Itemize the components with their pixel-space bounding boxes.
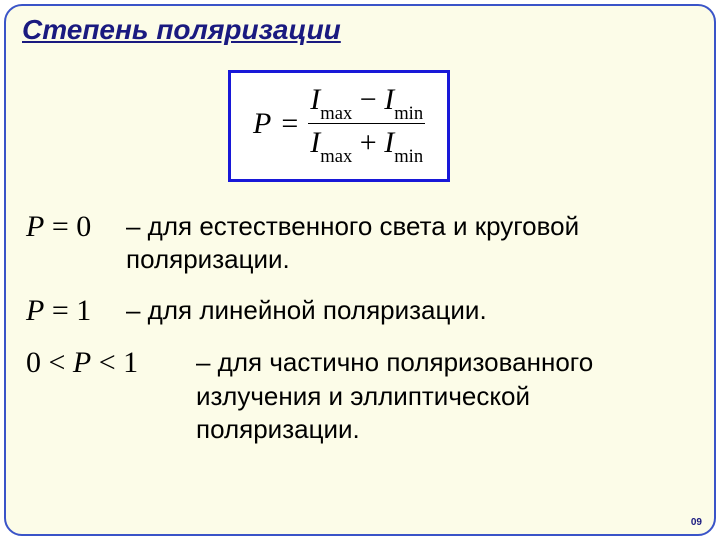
var-I: I: [384, 83, 394, 116]
formula-box: P = Imax − Imin Imax + Imin: [228, 70, 450, 182]
var-I: I: [310, 126, 320, 159]
sub-max: max: [320, 103, 352, 124]
equals-sign: =: [281, 107, 298, 141]
sub-min: min: [394, 146, 423, 167]
inequality-right: < 1: [91, 346, 138, 379]
slide-title: Степень поляризации: [22, 14, 694, 46]
var-P: P: [26, 294, 44, 327]
equals-text: =: [44, 294, 76, 327]
condition-2: P = 1: [26, 294, 114, 328]
fraction-denominator: Imax + Imin: [308, 123, 425, 164]
sub-min: min: [394, 103, 423, 124]
var-I: I: [310, 83, 320, 116]
minus-sign: −: [360, 83, 377, 116]
condition-1: P = 0: [26, 210, 114, 244]
condition-3: 0 < P < 1: [26, 346, 184, 380]
formula-lhs: P: [253, 107, 271, 141]
polarization-formula: P = Imax − Imin Imax + Imin: [253, 83, 425, 165]
var-P: P: [253, 107, 271, 140]
inequality-left: 0 <: [26, 346, 73, 379]
var-P: P: [73, 346, 91, 379]
var-P: P: [26, 210, 44, 243]
formula-fraction: Imax − Imin Imax + Imin: [308, 83, 425, 165]
condition-row-3: 0 < P < 1 – для частично поляризованного…: [26, 346, 694, 446]
equals-text: =: [44, 210, 76, 243]
slide-number: 09: [691, 517, 702, 528]
condition-row-2: P = 1 – для линейной поляризации.: [26, 294, 694, 328]
slide-container: Степень поляризации P = Imax − Imin Imax…: [4, 4, 716, 536]
var-I: I: [384, 126, 394, 159]
plus-sign: +: [360, 126, 377, 159]
value-one: 1: [76, 294, 91, 327]
description-1: – для естественного света и круговой пол…: [126, 210, 694, 277]
fraction-numerator: Imax − Imin: [308, 83, 425, 123]
condition-row-1: P = 0 – для естественного света и кругов…: [26, 210, 694, 277]
description-3: – для частично поляризованного излучения…: [196, 346, 694, 446]
description-2: – для линейной поляризации.: [126, 294, 487, 327]
value-zero: 0: [76, 210, 91, 243]
sub-max: max: [320, 146, 352, 167]
